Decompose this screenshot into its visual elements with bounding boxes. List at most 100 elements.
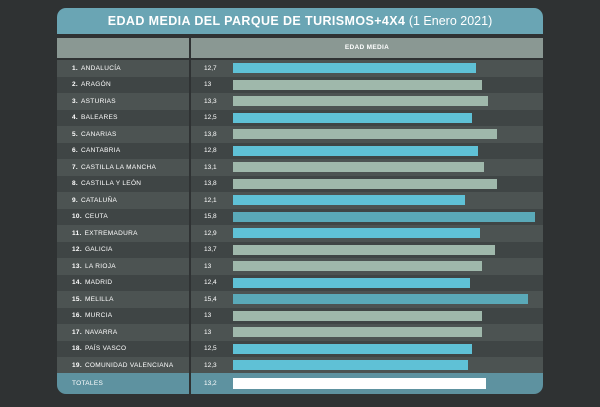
region-label: 7. CASTILLA LA MANCHA [72, 159, 156, 176]
value-label: 13,3 [204, 97, 217, 105]
region-name: CASTILLA LA MANCHA [81, 163, 157, 171]
totals-bar [233, 378, 486, 389]
table-row: 18. PAÍS VASCO 12,5 [57, 340, 543, 358]
region-number: 18. [72, 345, 82, 353]
table-row: 15. MELILLA 15,4 [57, 291, 543, 308]
region-label: 10. CEUTA [72, 209, 108, 226]
table-row: 1. ANDALUCÍA 12,7 [57, 60, 543, 77]
bar [233, 178, 498, 189]
region-name: EXTREMADURA [84, 229, 138, 237]
region-name: CANARIAS [81, 130, 117, 138]
bar [233, 129, 498, 140]
region-name: MELILLA [84, 295, 114, 303]
table-row: 12. GALICIA 13,7 [57, 241, 543, 259]
region-number: 7. [72, 163, 79, 171]
region-number: 11. [72, 229, 82, 237]
region-name: MURCIA [84, 312, 113, 320]
table-row: 7. CASTILLA LA MANCHA 13,1 [57, 159, 543, 176]
region-name: CASTILLA Y LEÓN [81, 180, 142, 188]
region-name: MADRID [84, 279, 113, 287]
chart-table: EDAD MEDIA 1. ANDALUCÍA 12,7 2. ARAGÓN 13 3. AS… [57, 38, 543, 395]
table-row: 8. CASTILLA Y LEÓN 13,8 [57, 175, 543, 192]
region-label: 12. GALICIA [72, 242, 113, 259]
region-number: 14. [72, 279, 82, 287]
totals-value: 13,2 [204, 380, 217, 387]
region-number: 5. [72, 130, 79, 138]
table-row: 10. CEUTA 15,8 [57, 208, 543, 226]
table-row: 13. LA RIOJA 13 [57, 258, 543, 275]
value-label: 12,5 [204, 345, 217, 353]
table-row: 5. CANARIAS 13,8 [57, 126, 543, 143]
value-label: 13,7 [204, 246, 217, 254]
bar [233, 228, 480, 239]
region-label: 19. COMUNIDAD VALENCIANA [72, 357, 174, 374]
value-label: 13,8 [204, 180, 217, 188]
region-name: ARAGÓN [81, 81, 112, 89]
value-label: 12,5 [204, 114, 217, 122]
totals-row: TOTALES 13,2 [57, 373, 543, 394]
value-label: 12,8 [204, 147, 217, 155]
bar [233, 360, 469, 371]
region-name: COMUNIDAD VALENCIANA [84, 361, 174, 369]
region-name: CATALUÑA [81, 196, 118, 204]
chart-title-date: (1 Enero 2021) [408, 14, 493, 28]
region-label: 11. EXTREMADURA [72, 225, 138, 242]
region-name: CANTABRIA [81, 147, 121, 155]
value-label: 13 [204, 81, 212, 89]
region-number: 2. [72, 81, 79, 89]
bar [233, 145, 478, 156]
value-label: 15,4 [204, 295, 217, 303]
region-number: 6. [72, 147, 79, 155]
region-label: 6. CANTABRIA [72, 143, 120, 160]
header-empty-cell [57, 38, 189, 58]
value-label: 12,1 [204, 196, 217, 204]
chart-title-main: EDAD MEDIA DEL PARQUE DE TURISMOS+4X4 [107, 14, 406, 28]
region-number: 4. [72, 114, 79, 122]
table-row: 6. CANTABRIA 12,8 [57, 142, 543, 160]
value-label: 12,3 [204, 361, 217, 369]
table-row: 4. BALEARES 12,5 [57, 109, 543, 126]
region-number: 15. [72, 295, 82, 303]
region-number: 1. [72, 64, 79, 72]
value-label: 15,8 [204, 213, 217, 221]
table-row: 2. ARAGÓN 13 [57, 76, 543, 94]
region-number: 17. [72, 328, 82, 336]
bar [233, 63, 477, 74]
value-label: 13 [204, 328, 212, 336]
region-label: 9. CATALUÑA [72, 192, 117, 209]
region-number: 10. [72, 213, 82, 221]
table-row: 19. COMUNIDAD VALENCIANA 12,3 [57, 357, 543, 374]
region-number: 3. [72, 97, 79, 105]
table-row: 11. EXTREMADURA 12,9 [57, 225, 543, 242]
region-name: PAÍS VASCO [84, 345, 127, 353]
table-row: 9. CATALUÑA 12,1 [57, 192, 543, 209]
region-number: 9. [72, 196, 79, 204]
region-number: 13. [72, 262, 82, 270]
value-label: 13,1 [204, 163, 217, 171]
region-name: NAVARRA [84, 328, 118, 336]
region-label: 13. LA RIOJA [72, 258, 116, 275]
region-name: GALICIA [84, 246, 113, 254]
bar [233, 96, 488, 107]
table-row: 16. MURCIA 13 [57, 307, 543, 324]
region-label: 3. ASTURIAS [72, 93, 116, 110]
region-number: 19. [72, 361, 82, 369]
chart-title: EDAD MEDIA DEL PARQUE DE TURISMOS+4X4 (1… [57, 8, 543, 34]
bar [233, 79, 482, 90]
bar [233, 343, 473, 354]
region-number: 16. [72, 312, 82, 320]
bar [233, 277, 471, 288]
region-label: 1. ANDALUCÍA [72, 60, 121, 77]
table-row: 17. NAVARRA 13 [57, 324, 543, 341]
region-name: ASTURIAS [81, 97, 116, 105]
value-label: 13 [204, 312, 212, 320]
value-label: 12,9 [204, 229, 217, 237]
bar [233, 211, 536, 222]
region-label: 2. ARAGÓN [72, 77, 111, 94]
region-number: 12. [72, 246, 82, 254]
region-label: 18. PAÍS VASCO [72, 341, 126, 358]
totals-label: TOTALES [72, 380, 104, 387]
region-name: BALEARES [81, 114, 118, 122]
value-label: 13 [204, 262, 212, 270]
bar [233, 162, 484, 173]
